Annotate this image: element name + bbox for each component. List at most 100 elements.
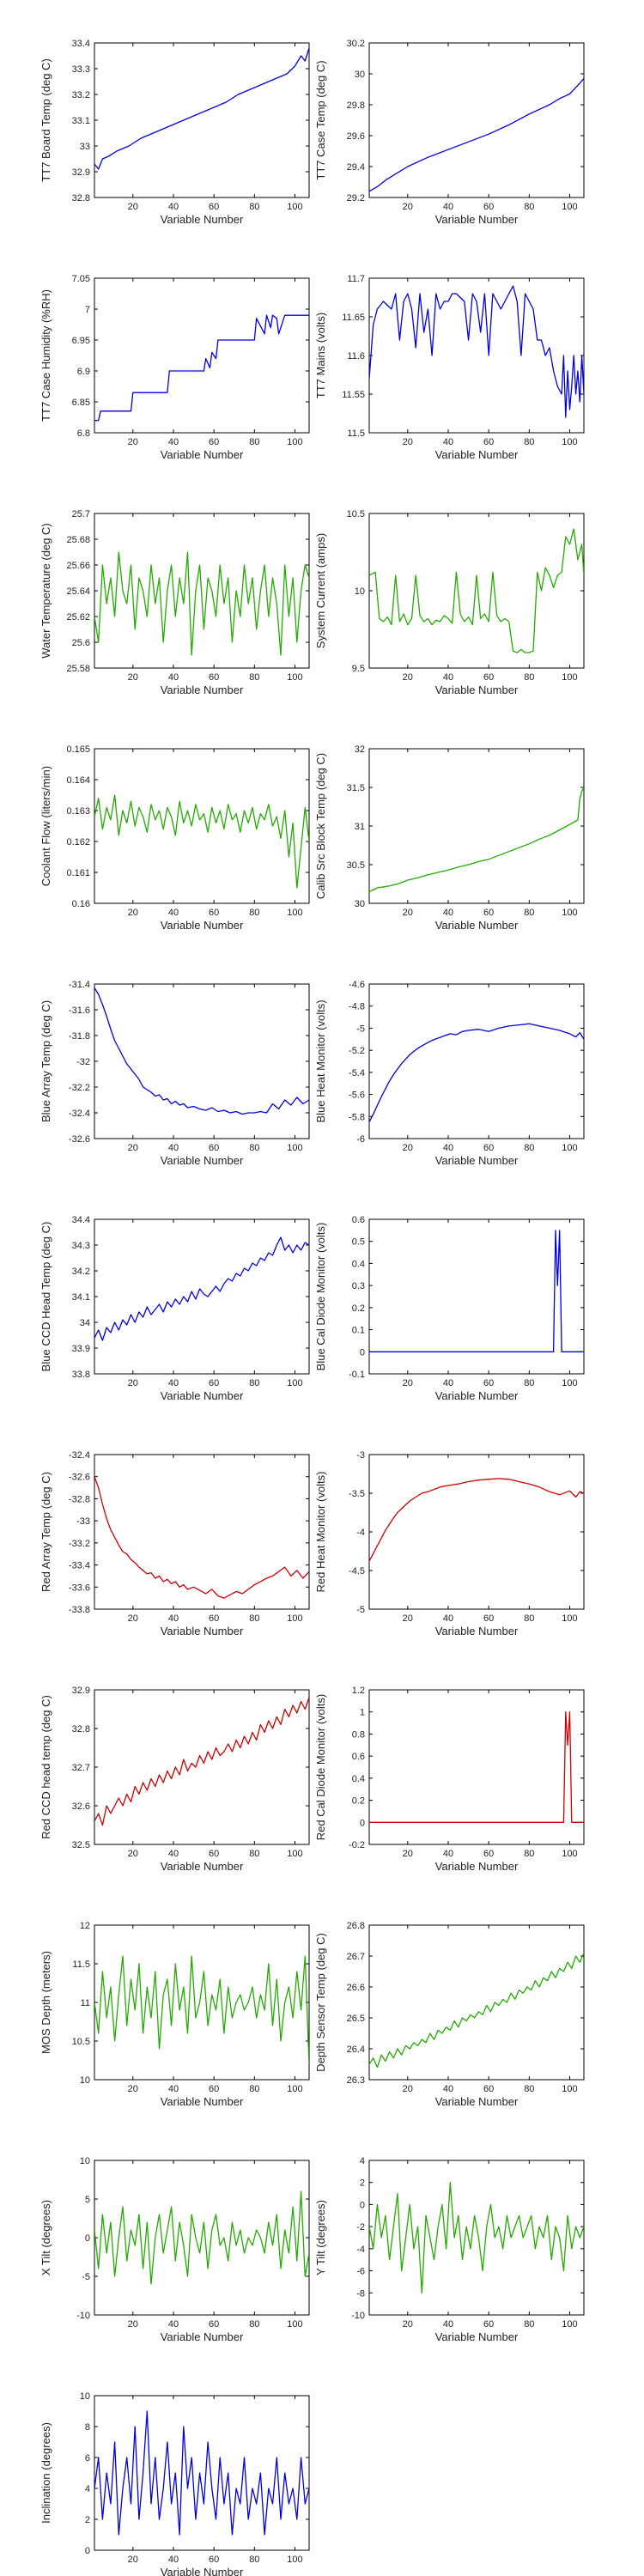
y-tick-label: 10 xyxy=(80,2075,90,2086)
y-tick-label: 0 xyxy=(85,2233,90,2244)
y-tick-label: -5 xyxy=(356,1605,365,1615)
y-tick-label: 6.8 xyxy=(77,428,90,439)
x-tick-label: 40 xyxy=(168,1613,179,1624)
y-tick-label: 32.5 xyxy=(72,1840,90,1850)
x-tick-label: 100 xyxy=(287,2319,302,2330)
plot-area xyxy=(368,513,585,669)
x-tick-label: 100 xyxy=(287,2084,302,2094)
y-tick-label: 9.5 xyxy=(352,664,365,674)
x-tick-label: 20 xyxy=(403,2084,413,2094)
y-tick-label: -32.4 xyxy=(69,1109,90,1119)
plot-area xyxy=(368,983,585,1139)
x-axis-label: Variable Number xyxy=(161,2095,244,2108)
x-axis-label: Variable Number xyxy=(435,213,519,226)
x-tick-label: 60 xyxy=(209,2319,219,2330)
x-tick-label: 100 xyxy=(287,2555,302,2565)
y-tick-label: -4.8 xyxy=(349,1002,365,1012)
y-axis-label: TT7 Mains (volts) xyxy=(314,313,327,398)
y-tick-label: 5 xyxy=(85,2195,90,2205)
y-axis-label: Red CCD head temp (deg C) xyxy=(39,1695,52,1839)
x-tick-label: 100 xyxy=(562,2084,577,2094)
y-tick-label: -33.4 xyxy=(69,1561,90,1571)
y-axis-label: X Tilt (degrees) xyxy=(39,2200,52,2275)
chart-panel: 20 40 60 80 100 -10 -8 -6 -4 -2 0 2 4 Variable Number… xyxy=(314,2156,585,2343)
y-tick-label: -10 xyxy=(351,2311,365,2321)
y-tick-label: -3.5 xyxy=(349,1489,365,1499)
y-axis-label: Blue CCD Head Temp (deg C) xyxy=(39,1222,52,1372)
plot-area xyxy=(368,1924,585,2081)
series-line xyxy=(94,2410,309,2536)
y-tick-label: 25.58 xyxy=(66,664,90,674)
x-tick-label: 20 xyxy=(403,908,413,918)
x-tick-label: 40 xyxy=(443,2319,453,2330)
y-axis-label: Blue Array Temp (deg C) xyxy=(39,1000,52,1122)
x-tick-label: 100 xyxy=(562,2319,577,2330)
x-tick-label: 60 xyxy=(209,437,219,447)
x-tick-label: 60 xyxy=(209,672,219,683)
y-tick-label: -5.8 xyxy=(349,1112,365,1122)
plot-area xyxy=(94,1218,310,1375)
y-tick-label: 33.9 xyxy=(72,1344,90,1354)
y-tick-label: 2 xyxy=(85,2515,90,2525)
y-tick-label: 34.2 xyxy=(72,1267,90,1277)
y-tick-label: -5.6 xyxy=(349,1091,365,1101)
y-tick-label: 11.5 xyxy=(72,1959,90,1970)
y-tick-label: 11.5 xyxy=(347,428,365,439)
y-axis-label: Y Tilt (degrees) xyxy=(314,2200,327,2275)
x-tick-label: 80 xyxy=(524,1378,534,1388)
x-tick-label: 80 xyxy=(249,437,259,447)
y-axis-label: Calib Src Block Temp (deg C) xyxy=(314,753,327,899)
x-axis-label: Variable Number xyxy=(161,1154,244,1167)
x-axis-label: Variable Number xyxy=(161,2566,244,2576)
series-line xyxy=(369,77,584,192)
x-tick-label: 80 xyxy=(524,1849,534,1859)
y-tick-label: -3 xyxy=(356,1450,365,1461)
x-tick-label: 100 xyxy=(562,672,577,683)
x-axis-label: Variable Number xyxy=(161,1860,244,1873)
y-tick-label: 0.16 xyxy=(72,899,90,909)
plot-area xyxy=(94,1454,310,1610)
chart-panel: 20 40 60 80 100 30 30.5 31 31.5 32 Variable Number… xyxy=(314,744,585,932)
x-tick-label: 40 xyxy=(168,1143,179,1153)
x-tick-label: 60 xyxy=(483,2319,494,2330)
x-tick-label: 20 xyxy=(128,672,138,683)
y-tick-label: -32.4 xyxy=(69,1450,90,1461)
plot-area xyxy=(368,1454,585,1610)
y-tick-label: 26.5 xyxy=(347,2014,365,2024)
x-tick-label: 40 xyxy=(443,437,453,447)
x-tick-label: 20 xyxy=(128,2555,138,2565)
x-tick-label: 20 xyxy=(403,437,413,447)
x-tick-label: 20 xyxy=(128,1849,138,1859)
x-tick-label: 60 xyxy=(483,908,494,918)
y-tick-label: 29.2 xyxy=(347,193,365,204)
x-tick-label: 80 xyxy=(249,202,259,212)
x-tick-label: 20 xyxy=(403,1378,413,1388)
y-tick-label: 1.2 xyxy=(352,1686,365,1696)
y-axis-label: Coolant Flow (liters/min) xyxy=(39,766,52,886)
x-tick-label: 40 xyxy=(443,1143,453,1153)
chart-panel: 20 40 60 80 100 0 2 4 6 8 10 Variable Number Inclina… xyxy=(39,2391,310,2576)
y-tick-label: 34.4 xyxy=(72,1215,90,1225)
x-axis-label: Variable Number xyxy=(435,2095,519,2108)
y-tick-label: -10 xyxy=(76,2311,90,2321)
x-tick-label: 20 xyxy=(128,2084,138,2094)
y-tick-label: 10 xyxy=(80,2156,90,2166)
series-line xyxy=(369,1023,584,1123)
y-tick-label: -4 xyxy=(356,1528,365,1538)
x-tick-label: 40 xyxy=(168,202,179,212)
y-tick-label: 33 xyxy=(80,142,90,152)
y-tick-label: 31 xyxy=(355,822,365,832)
x-axis-label: Variable Number xyxy=(435,448,519,461)
plot-area xyxy=(368,42,585,198)
y-tick-label: 32.7 xyxy=(72,1763,90,1773)
y-tick-label: 6.9 xyxy=(77,367,90,377)
y-tick-label: 30.2 xyxy=(347,39,365,49)
x-tick-label: 40 xyxy=(443,2084,453,2094)
x-axis-label: Variable Number xyxy=(161,448,244,461)
y-tick-label: -5.4 xyxy=(349,1068,365,1078)
y-tick-label: -31.8 xyxy=(69,1031,90,1042)
y-axis-label: TT7 Case Humidity (%RH) xyxy=(39,289,52,422)
y-tick-label: 11.55 xyxy=(342,390,365,400)
chart-panel: 20 40 60 80 100 -33.8 -33.6 -33.4 -33.2 -33 -32.8 -… xyxy=(39,1450,310,1637)
x-tick-label: 60 xyxy=(483,2084,494,2094)
